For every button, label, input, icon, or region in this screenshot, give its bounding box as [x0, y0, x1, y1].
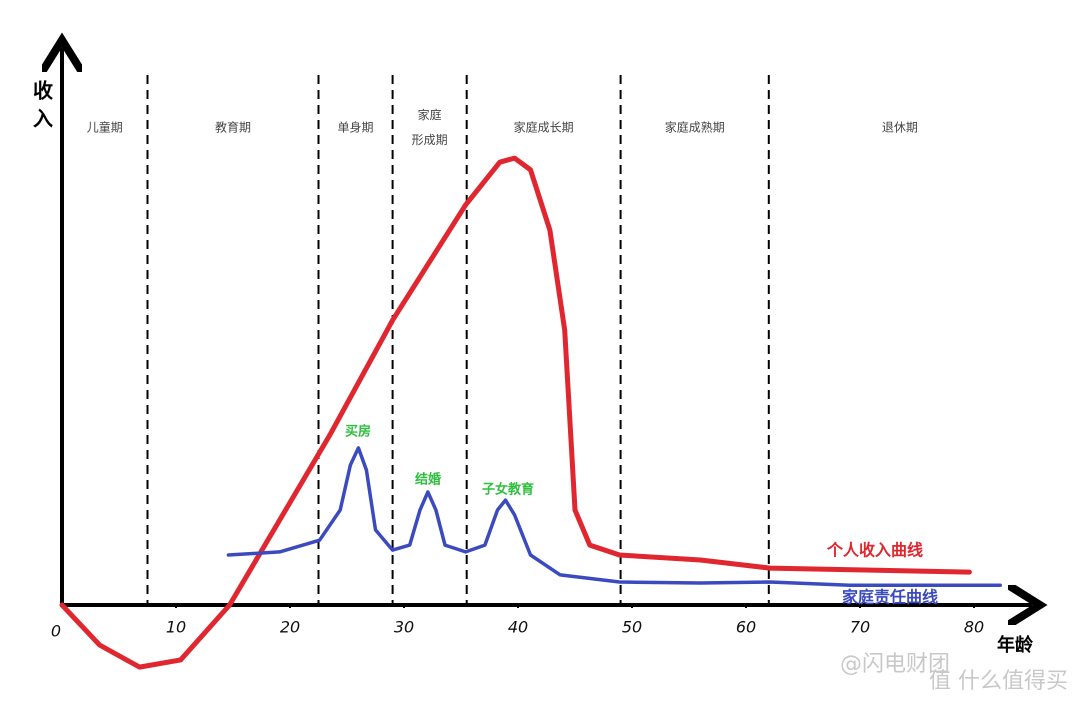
x-tick-label: 60	[736, 618, 756, 637]
x-tick-label: 40	[508, 618, 528, 637]
watermark: @闪电财团	[840, 652, 950, 677]
watermark: 值 什么值得买	[929, 669, 1068, 694]
series-line	[59, 155, 972, 670]
stage-label: 家庭成长期	[514, 120, 574, 135]
stage-label: 退休期	[882, 121, 918, 135]
series-line	[226, 446, 1002, 587]
annotation: 买房	[345, 424, 371, 440]
x-tick-label: 50	[622, 618, 642, 637]
annotation: 结婚	[415, 472, 441, 488]
y-axis-label: 收入	[30, 79, 54, 136]
x-axis-label: 年龄	[997, 634, 1034, 656]
stage-label: 家庭成熟期	[665, 120, 725, 135]
x-tick-label: 10	[166, 618, 186, 637]
stage-label: 家庭	[418, 107, 442, 122]
stage-label: 单身期	[338, 120, 374, 135]
x-tick-label: 20	[280, 618, 300, 637]
x-tick-label: 70	[850, 618, 870, 637]
stage-label: 形成期	[412, 133, 448, 147]
annotation: 子女教育	[482, 482, 534, 498]
x-tick-label: 80	[964, 618, 984, 637]
legend-label: 家庭责任曲线	[842, 588, 938, 607]
legend-label: 个人收入曲线	[826, 541, 923, 560]
x-tick-label: 0	[51, 622, 61, 641]
stage-label: 儿童期	[87, 120, 123, 135]
stage-label: 教育期	[215, 120, 251, 135]
x-tick-label: 30	[394, 618, 414, 637]
